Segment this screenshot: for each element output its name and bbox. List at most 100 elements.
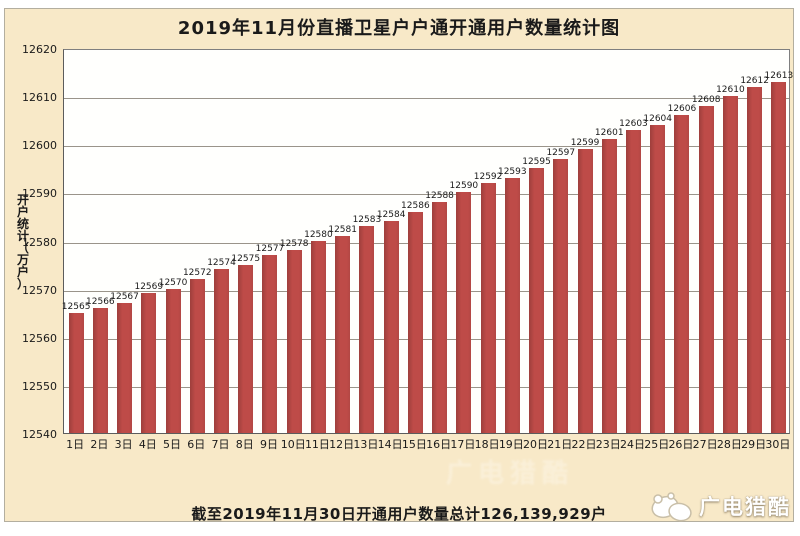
x-tick-label: 21日 [547,438,573,451]
y-tick-label: 12610 [22,91,57,105]
bar-day-12 [335,235,351,433]
x-tick-label: 16日 [426,438,452,451]
x-tick-label: 4日 [138,438,157,451]
bar-day-19 [504,177,520,433]
y-axis-title-char: 户 [16,265,29,279]
bar-day-29 [747,86,763,433]
bar-value-label: 12565 [61,301,91,312]
y-tick-label: 12560 [22,331,57,345]
bar-value-label: 12581 [328,224,357,235]
x-tick-label: 1日 [66,438,85,451]
bar-value-label: 12583 [352,215,382,226]
brand-logo: 广电猎酷 [649,487,791,525]
bar-value-label: 12606 [667,104,697,115]
bar-value-label: 12584 [376,210,406,221]
x-tick-label: 15日 [401,438,427,451]
y-axis-title-char: 万 [16,253,29,267]
bar-value-label: 12601 [594,128,624,139]
x-tick-label: 26日 [668,438,694,451]
x-tick-label: 5日 [163,438,182,451]
x-tick-label: 30日 [765,438,791,451]
x-tick-label: 18日 [474,438,500,451]
gridline-12550 [64,386,789,388]
bar-day-10 [286,250,302,433]
x-tick-label: 23日 [595,438,621,451]
gridline-12560 [64,338,789,340]
y-tick-label: 12570 [22,283,57,297]
bar-day-27 [698,105,714,433]
bar-day-2 [92,307,108,433]
y-tick-label: 12620 [22,43,57,56]
y-axis-title: 开户统计（万户） [13,194,33,290]
y-tick-label: 12600 [22,139,57,153]
y-tick-label: 12550 [22,379,57,393]
bar-value-label: 12570 [158,277,188,288]
x-tick-label: 12日 [329,438,355,451]
x-tick-label: 9日 [259,438,278,451]
y-tick-label: 12540 [22,428,57,441]
y-axis-title-char: 计 [16,229,29,243]
panda-mascot-icon [651,492,692,522]
bar-day-17 [456,192,472,433]
bar-value-label: 12610 [716,85,745,96]
x-tick-label: 19日 [498,438,524,451]
x-tick-label: 25日 [644,438,670,451]
x-tick-label: 10日 [280,438,306,451]
x-tick-label: 20日 [523,438,549,451]
bar-value-label: 12567 [110,292,139,303]
gridline-12570 [64,290,789,292]
gridline-12580 [64,242,789,244]
bar-day-21 [553,158,569,433]
bar-day-30 [771,81,787,433]
bar-day-22 [577,149,593,433]
bar-day-9 [262,254,278,433]
bar-day-13 [359,226,375,433]
x-tick-label: 11日 [304,438,330,451]
x-tick-label: 28日 [716,438,742,451]
plot-area: 12565 12566 12567 12569 12570 12572 12574 12575… [62,49,793,434]
bar-value-label: 12603 [619,118,648,129]
bar-value-label: 12599 [570,138,600,149]
bar-value-label: 12613 [764,70,794,81]
bar-day-11 [310,240,326,433]
bar-day-8 [238,264,254,433]
x-tick-label: 6日 [187,438,206,451]
x-tick-label: 14日 [377,438,403,451]
bar-value-label: 12580 [304,229,333,240]
bar-day-7 [214,269,230,433]
x-tick-label: 17日 [450,438,476,451]
bar-value-label: 12608 [691,94,721,105]
x-tick-label: 2日 [90,438,109,451]
x-tick-label: 13日 [353,438,379,451]
bar-value-label: 12572 [182,268,212,278]
bar-value-label: 12597 [546,147,576,158]
bar-value-label: 12575 [231,253,261,264]
x-tick-label: 27日 [692,438,718,451]
bar-day-28 [722,96,738,433]
bar-day-4 [141,293,157,433]
y-tick-label: 12590 [22,187,57,201]
bar-value-label: 12588 [425,191,454,201]
bar-day-23 [601,139,617,433]
bar-value-label: 12566 [86,296,115,307]
chart-title: 2019年11月份直播卫星户户通开通用户数量统计图 [177,18,621,39]
bar-value-label: 12612 [740,75,769,86]
y-axis-title-char: 开 [16,193,29,207]
bar-value-label: 12593 [497,166,527,177]
bar-day-5 [165,288,181,433]
x-tick-label: 3日 [114,438,133,451]
bar-value-label: 12577 [255,243,285,254]
bar-value-label: 12592 [473,171,503,182]
x-tick-label: 7日 [211,438,230,451]
chart-frame: 2019年11月份直播卫星户户通开通用户数量统计图 开户统计（万户） 12540… [4,8,794,525]
bar-value-label: 12604 [643,114,673,124]
y-axis-title-char: ） [16,277,29,291]
bar-value-label: 12569 [134,282,164,293]
bar-day-18 [480,182,496,433]
bar-day-24 [625,129,641,433]
x-tick-label: 29日 [741,438,767,451]
footer-total-note: 截至2019年11月30日开通用户数量总计126,139,929户 [191,505,607,523]
y-axis-title-char: 统 [16,217,29,231]
bar-day-15 [407,211,423,433]
x-tick-label: 22日 [571,438,597,451]
